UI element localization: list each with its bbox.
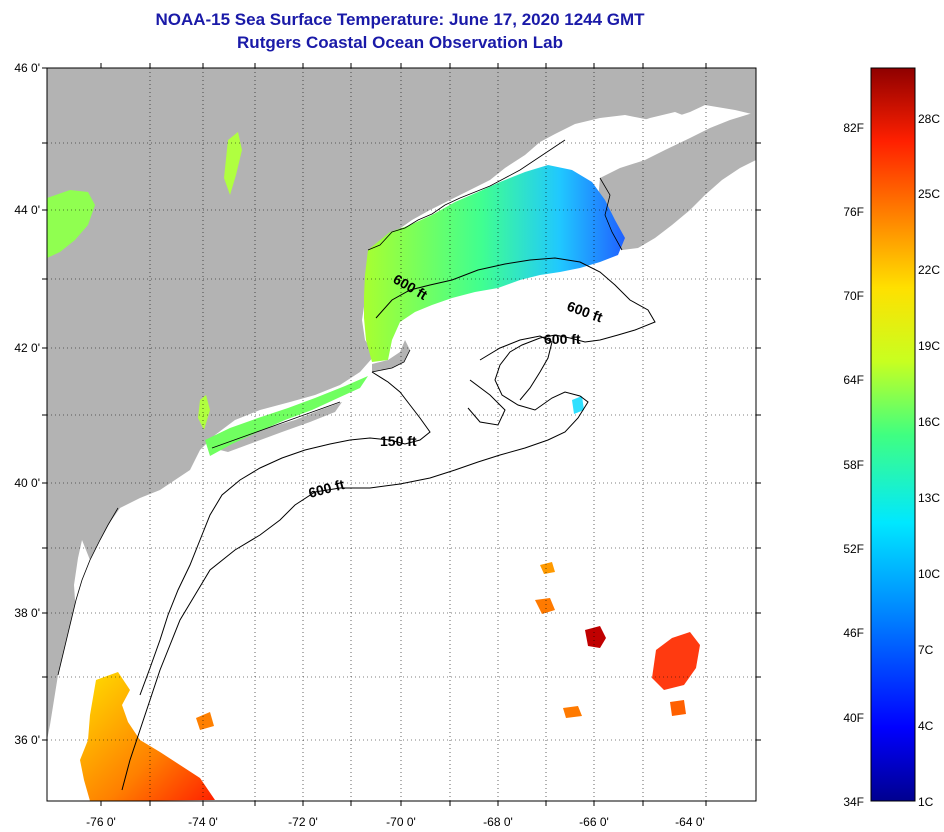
colorbar-f-label: 64F [843,373,864,387]
colorbar-f-label: 82F [843,121,864,135]
colorbar-f-label: 76F [843,205,864,219]
colorbar-c-label: 7C [918,643,934,657]
sst-interior-patch [47,190,95,258]
colorbar-c-label: 10C [918,567,940,581]
colorbar-c-label: 16C [918,415,940,429]
sst-warm-eddy [563,706,582,718]
sst-warm-eddy [585,626,606,648]
sst-warm-eddy [535,598,555,614]
lat-label: 44 0' [14,203,40,217]
colorbar-f-label: 52F [843,542,864,556]
lon-label: -64 0' [675,815,705,829]
delaware-bay [116,520,132,556]
colorbar-c-label: 25C [918,187,940,201]
colorbar-c-label: 4C [918,719,934,733]
sst-interior-patch [198,395,210,430]
colorbar-f-label: 70F [843,289,864,303]
lat-label: 46 0' [14,61,40,75]
map-subtitle: Rutgers Coastal Ocean Observation Lab [237,33,563,52]
lon-label: -72 0' [288,815,318,829]
contour-label: 600 ft [544,331,581,347]
lat-label: 40 0' [14,476,40,490]
colorbar-c-label: 13C [918,491,940,505]
sst-warm-eddy [652,632,700,690]
sst-warm-eddy [196,712,214,730]
colorbar-c-label: 1C [918,795,934,809]
land-mainland [47,68,756,740]
sst-cool-patch [572,396,584,414]
sst-warm-eddy [540,562,555,574]
colorbar [870,67,916,802]
colorbar-f-label: 34F [843,795,864,809]
sst-gulf-of-maine [364,165,625,362]
colorbar-c-label: 19C [918,339,940,353]
sst-interior-patch [224,132,242,195]
sst-hatteras-warm [80,672,215,801]
lon-label: -66 0' [579,815,609,829]
lat-label: 38 0' [14,606,40,620]
map-title: NOAA-15 Sea Surface Temperature: June 17… [155,10,645,29]
axis-ticks [42,63,761,806]
chesapeake-bay [74,540,100,700]
land-nova-scotia [598,112,756,250]
colorbar-f-label: 58F [843,458,864,472]
lon-label: -70 0' [386,815,416,829]
land-long-island [212,402,342,452]
lat-label: 36 0' [14,733,40,747]
colorbar-c-label: 28C [918,112,940,126]
lat-label: 42 0' [14,341,40,355]
coastline [57,139,623,676]
lon-label: -74 0' [188,815,218,829]
land-cape-cod [372,340,410,372]
lon-label: -76 0' [86,815,116,829]
colorbar-f-label: 46F [843,626,864,640]
lon-label: -68 0' [483,815,513,829]
colorbar-f-label: 40F [843,711,864,725]
sst-warm-eddy [670,700,686,716]
colorbar-c-label: 22C [918,263,940,277]
bathymetry-contours [121,257,656,791]
contour-label: 150 ft [380,433,417,449]
bay-of-fundy [560,112,690,170]
